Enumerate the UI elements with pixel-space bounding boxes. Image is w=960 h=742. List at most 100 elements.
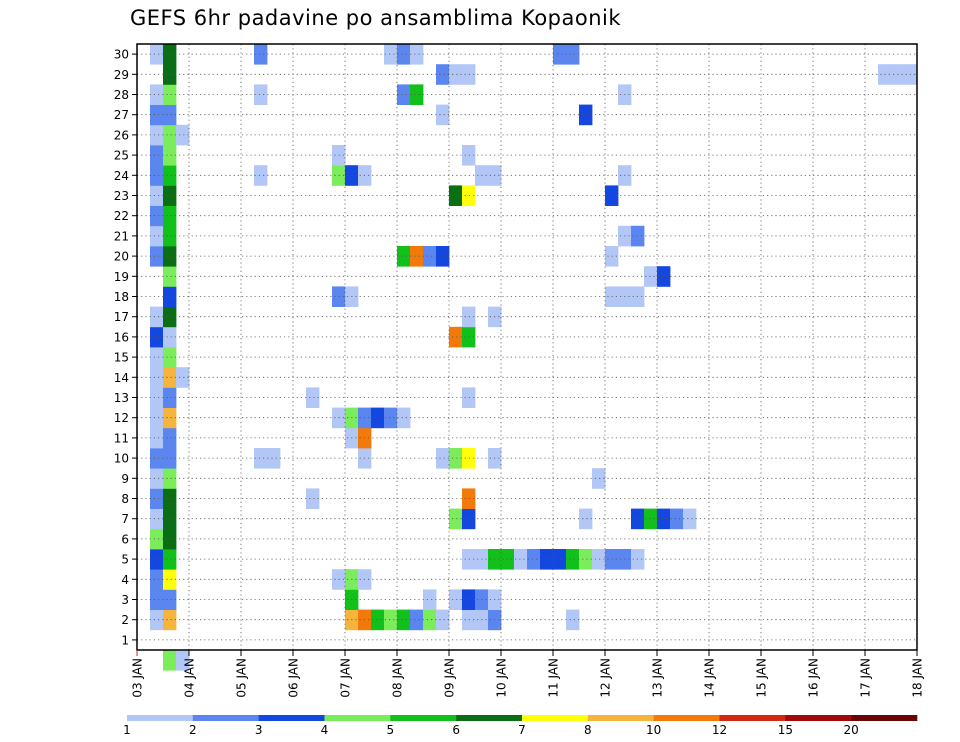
x-tick-label: 08 JAN: [391, 658, 405, 698]
y-tick-label: 12: [114, 411, 129, 425]
heatmap-cell: [163, 185, 177, 206]
heatmap-cell: [644, 508, 658, 530]
heatmap-cell: [371, 407, 385, 429]
heatmap-cell: [462, 609, 476, 631]
y-tick-label: 21: [114, 229, 129, 243]
colorbar-label: 15: [778, 723, 793, 737]
heatmap-cell: [150, 569, 164, 590]
heatmap-cell: [150, 387, 164, 408]
colorbar-label: 2: [189, 723, 197, 737]
heatmap-cell: [592, 468, 606, 489]
y-tick-label: 7: [121, 512, 129, 526]
y-tick-label: 1: [121, 633, 129, 647]
y-tick-label: 8: [121, 492, 129, 506]
x-tick-label: 05 JAN: [235, 658, 249, 698]
heatmap-cell: [579, 508, 593, 530]
heatmap-cell: [163, 286, 177, 307]
heatmap-cell: [150, 508, 164, 530]
grid-lines: [137, 44, 917, 650]
heatmap-cell: [150, 225, 164, 247]
heatmap-cell: [163, 205, 177, 227]
heatmap-cell: [267, 448, 281, 469]
heatmap-cell: [150, 165, 164, 186]
heatmap-cell: [683, 508, 697, 530]
colorbar-swatch: [127, 715, 194, 721]
colorbar-swatch: [851, 715, 918, 721]
y-axis: 1234567891011121314151617181920212223242…: [114, 48, 137, 647]
heatmap-cell: [254, 44, 268, 65]
y-tick-label: 22: [114, 209, 129, 223]
heatmap-cell: [449, 508, 463, 530]
heatmap-cell: [150, 589, 164, 610]
heatmap-cell: [436, 609, 450, 631]
heatmap-cell: [371, 609, 385, 631]
plot-frame: [136, 43, 918, 651]
heatmap-cell: [449, 185, 463, 206]
heatmap-cell: [176, 650, 190, 671]
x-tick-label: 07 JAN: [339, 658, 353, 698]
y-tick-label: 16: [114, 330, 129, 344]
heatmap-cell: [163, 508, 177, 530]
heatmap-cell: [163, 44, 177, 65]
heatmap-cell: [163, 347, 177, 368]
heatmap-cell: [150, 367, 164, 388]
heatmap-cell: [163, 528, 177, 550]
heatmap-cell: [644, 266, 658, 287]
heatmap-cell: [163, 387, 177, 408]
heatmap-cell: [579, 549, 593, 570]
heatmap-cell: [553, 549, 567, 570]
y-tick-label: 10: [114, 452, 129, 466]
heatmap-cell: [150, 468, 164, 489]
colorbar-swatch: [719, 715, 786, 721]
heatmap-cell: [163, 468, 177, 489]
y-tick-label: 14: [114, 371, 129, 385]
colorbar-swatch: [456, 715, 523, 721]
heatmap-cell: [397, 84, 411, 105]
heatmap-cell: [436, 246, 450, 267]
heatmap-cell: [670, 508, 684, 530]
heatmap-cell: [163, 569, 177, 590]
y-tick-label: 3: [121, 593, 129, 607]
heatmap-cell: [553, 44, 567, 65]
y-tick-label: 13: [114, 391, 129, 405]
heatmap-cell: [397, 609, 411, 631]
heatmap-cell: [449, 448, 463, 469]
heatmap-cell: [150, 306, 164, 328]
x-tick-label: 10 JAN: [495, 658, 509, 698]
x-tick-label: 03 JAN: [131, 658, 145, 698]
heatmap-cell: [150, 145, 164, 166]
y-tick-label: 6: [121, 532, 129, 546]
chart-title: GEFS 6hr padavine po ansamblima Kopaonik: [130, 6, 622, 30]
heatmap-cell: [384, 44, 398, 65]
y-tick-label: 26: [114, 128, 129, 142]
y-tick-label: 19: [114, 270, 129, 284]
heatmap-cell: [163, 427, 177, 449]
heatmap-cell: [163, 549, 177, 570]
x-tick-label: 04 JAN: [183, 658, 197, 698]
heatmap-cell: [163, 84, 177, 105]
heatmap-cell: [462, 185, 476, 206]
heatmap-cell: [410, 84, 424, 105]
colorbar-label: 1: [123, 723, 131, 737]
heatmap-cell: [254, 448, 268, 469]
heatmap-cell: [579, 104, 593, 126]
heatmap-cell: [163, 488, 177, 509]
colorbar-label: 6: [452, 723, 460, 737]
heatmap-cell: [163, 306, 177, 328]
y-tick-label: 25: [114, 149, 129, 163]
x-tick-label: 11 JAN: [547, 658, 561, 698]
colorbar-swatch: [324, 715, 391, 721]
heatmap-cell: [423, 609, 437, 631]
heatmap-cell: [150, 124, 164, 146]
y-tick-label: 4: [121, 573, 129, 587]
y-tick-label: 11: [114, 431, 129, 445]
heatmap-cell: [150, 44, 164, 65]
heatmap-cell: [384, 407, 398, 429]
heatmap-cell: [423, 589, 437, 610]
heatmap-cell: [566, 609, 580, 631]
heatmap-cell: [397, 44, 411, 65]
heatmap-cell: [384, 609, 398, 631]
colorbar-label: 7: [518, 723, 526, 737]
heatmap-cell: [657, 266, 671, 287]
